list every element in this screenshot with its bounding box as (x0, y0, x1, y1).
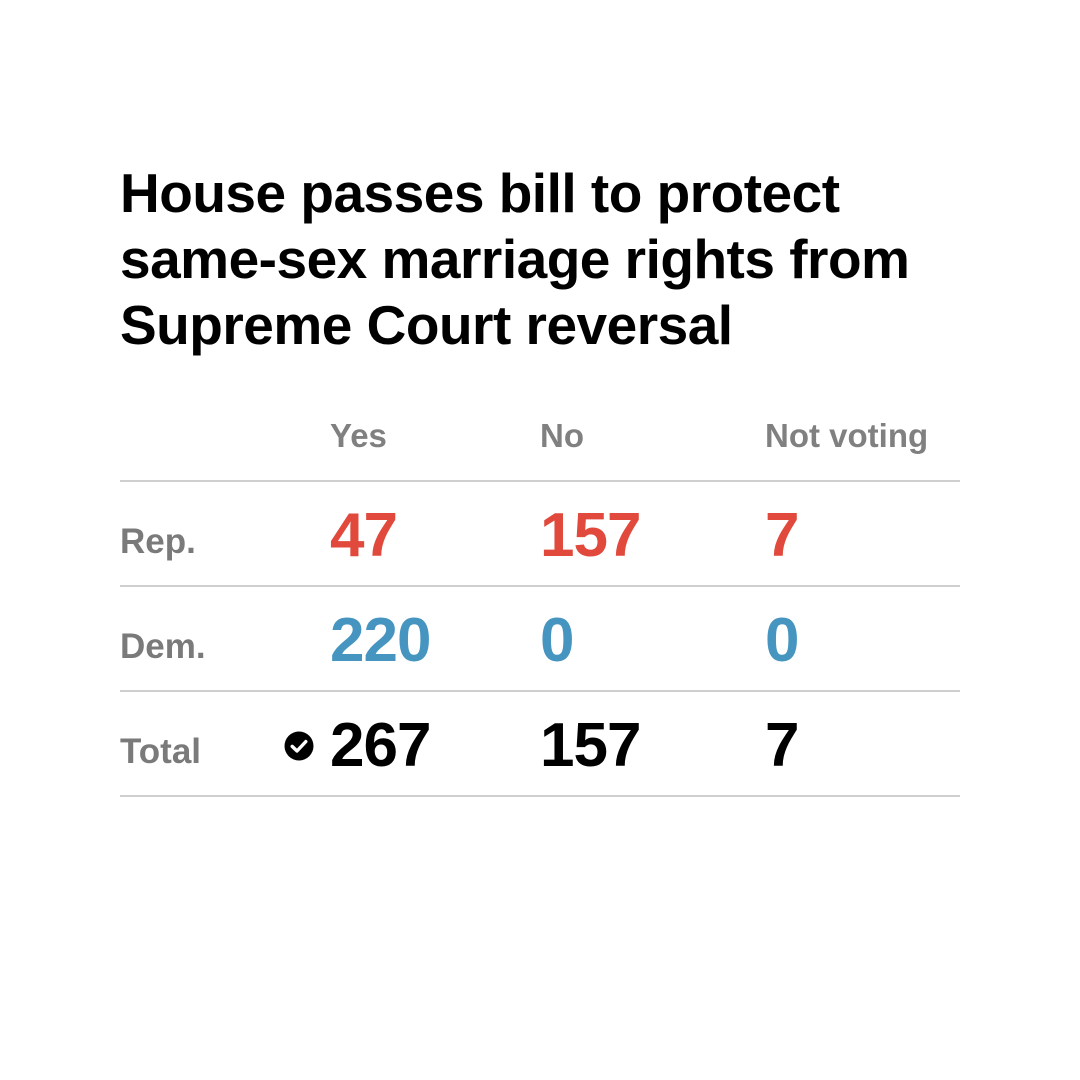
rep-yes-value: 47 (330, 501, 398, 570)
column-header-not-voting: Not voting (765, 417, 929, 454)
row-label-total: Total (120, 732, 202, 771)
dem-yes-value: 220 (330, 606, 431, 675)
check-circle-icon (284, 731, 314, 761)
row-label-rep: Rep. (120, 522, 196, 561)
row-label-dem: Dem. (120, 627, 206, 666)
total-yes-value: 267 (330, 711, 431, 780)
table-row-dem: Dem. 220 0 0 (120, 587, 960, 692)
dem-not-voting-value: 0 (765, 606, 799, 675)
table-row-total: Total 267 157 7 (120, 692, 960, 797)
vote-table: Yes No Not voting Rep. 47 157 7 Dem. 220… (120, 405, 960, 797)
column-header-yes: Yes (330, 417, 387, 454)
rep-no-value: 157 (540, 501, 641, 570)
table-header: Yes No Not voting (120, 405, 960, 482)
dem-no-value: 0 (540, 606, 574, 675)
total-no-value: 157 (540, 711, 641, 780)
table-row-rep: Rep. 47 157 7 (120, 482, 960, 587)
column-header-no: No (540, 417, 584, 454)
chart-title: House passes bill to protect same-sex ma… (120, 162, 910, 356)
rep-not-voting-value: 7 (765, 501, 799, 570)
total-not-voting-value: 7 (765, 711, 799, 780)
